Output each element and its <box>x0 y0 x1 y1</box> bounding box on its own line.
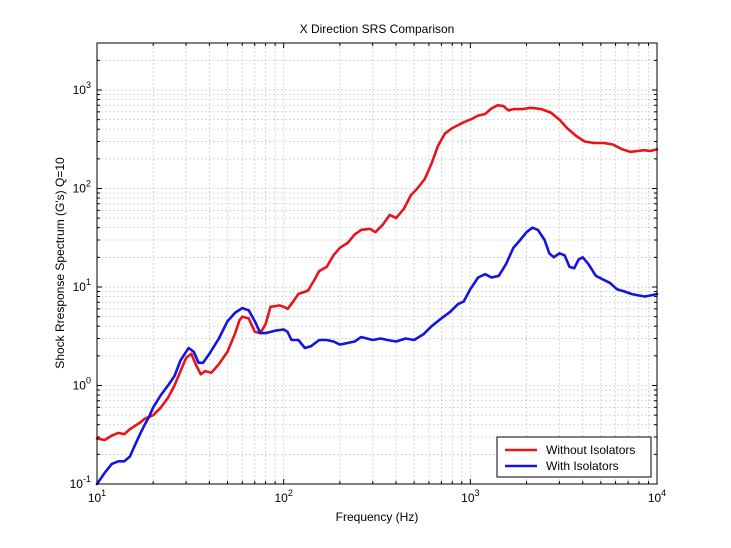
plot-frame <box>96 42 658 485</box>
y-axis-title: Shock Rresponse Spectrum (G's) Q=10 <box>53 157 67 369</box>
series-line-with-isolators <box>95 226 659 486</box>
legend-box <box>496 436 652 478</box>
legend-label-without-isolators: Without Isolators <box>546 443 635 457</box>
grid <box>97 43 657 484</box>
series-line-without-isolators <box>95 104 659 442</box>
chart-title: X Direction SRS Comparison <box>300 22 455 36</box>
series-lines <box>95 104 659 486</box>
x-axis-title: Frequency (Hz) <box>336 510 419 524</box>
legend: Without Isolators With Isolators <box>496 436 652 478</box>
legend-label-with-isolators: With Isolators <box>546 459 619 473</box>
